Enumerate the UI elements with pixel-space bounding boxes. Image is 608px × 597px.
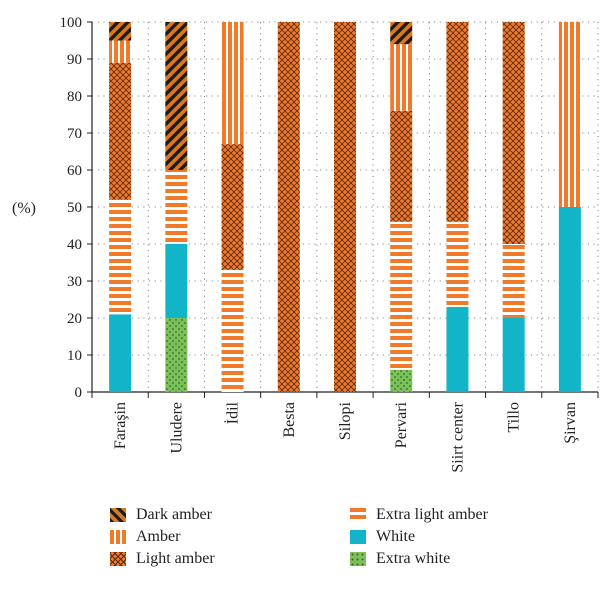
x-tick-label: Tillo xyxy=(506,402,523,433)
bar-segment-extra-light-amber xyxy=(221,269,244,392)
bar-segment-extra-light-amber xyxy=(502,244,525,318)
legend-swatch xyxy=(110,552,126,566)
legend-label: Extra white xyxy=(376,550,451,567)
bar-segment-light-amber xyxy=(221,144,244,270)
y-tick-label: 70 xyxy=(67,126,82,142)
y-tick-label: 80 xyxy=(67,89,82,105)
bar-segment-light-amber xyxy=(109,62,132,200)
y-tick-label: 20 xyxy=(67,311,82,327)
legend-label: Dark amber xyxy=(136,506,212,523)
x-tick-label: Faraşin xyxy=(112,402,129,449)
bar-segment-light-amber xyxy=(277,22,300,392)
legend-item-extra-light-amber: Extra light amber xyxy=(350,506,488,524)
legend-swatch xyxy=(350,552,366,566)
legend-swatch xyxy=(350,508,366,522)
grid-lines xyxy=(92,21,599,392)
x-tick-label: Pervari xyxy=(393,401,410,448)
bar-segment-white xyxy=(502,318,525,392)
y-tick-label: 90 xyxy=(67,52,82,68)
bar-segment-light-amber xyxy=(446,22,469,222)
bar-segment-amber xyxy=(221,22,244,145)
bar-segment-white xyxy=(109,314,132,392)
legend-label: Light amber xyxy=(136,550,215,567)
bar-segment-light-amber xyxy=(334,22,356,392)
legend-item-white: White xyxy=(350,528,415,546)
bar-segment-dark-amber xyxy=(390,22,413,45)
legend-swatch xyxy=(110,530,126,544)
legend-swatch xyxy=(110,508,126,522)
y-tick-label: 60 xyxy=(67,163,82,179)
legend-item-light-amber: Light amber xyxy=(110,550,215,568)
bar-segment-extra-light-amber xyxy=(109,199,132,315)
bar-segment-extra-white xyxy=(165,318,188,392)
bar-segment-amber xyxy=(390,44,413,111)
y-axis-label: (%) xyxy=(12,200,36,217)
legend-label: White xyxy=(376,528,416,545)
bar-segment-extra-light-amber xyxy=(390,221,413,370)
bar-segment-extra-white xyxy=(390,369,413,392)
bar-segment-dark-amber xyxy=(165,22,188,170)
bar-segment-white xyxy=(165,244,188,318)
x-tick-label: Silopi xyxy=(337,401,354,440)
bar-segment-amber xyxy=(558,22,581,207)
y-tick-label: 100 xyxy=(60,15,83,31)
bar-segment-white xyxy=(558,207,581,392)
bar-segment-light-amber xyxy=(502,22,525,244)
legend-label: Extra light amber xyxy=(376,506,488,523)
y-tick-label: 0 xyxy=(75,385,83,401)
bar-segment-dark-amber xyxy=(109,22,132,41)
legend-label: Amber xyxy=(136,528,181,545)
bars xyxy=(109,22,581,392)
x-tick-label: İdil xyxy=(224,401,242,424)
legend-item-amber: Amber xyxy=(110,528,180,546)
y-tick-label: 50 xyxy=(67,200,82,216)
y-tick-label: 40 xyxy=(67,237,82,253)
y-tick-label: 10 xyxy=(67,348,82,364)
legend-swatch xyxy=(350,530,366,544)
x-tick-label: Besta xyxy=(281,402,298,438)
x-tick-label: Uludere xyxy=(168,402,185,454)
legend-item-dark-amber: Dark amber xyxy=(110,506,212,524)
bar-segment-extra-light-amber xyxy=(165,170,188,244)
bar-segment-amber xyxy=(109,40,132,63)
bar-segment-white xyxy=(446,306,469,392)
bar-segment-extra-light-amber xyxy=(446,221,469,307)
bar-segment-light-amber xyxy=(390,110,413,222)
x-tick-label: Siirt center xyxy=(449,401,466,472)
x-tick-label: Şirvan xyxy=(562,402,579,444)
y-tick-label: 30 xyxy=(67,274,82,290)
labels: 0 10 20 30 40 50 60 70 80 90 100 (%) Faraşin Uludere İ… xyxy=(12,15,579,473)
legend-item-extra-white: Extra white xyxy=(350,550,450,568)
